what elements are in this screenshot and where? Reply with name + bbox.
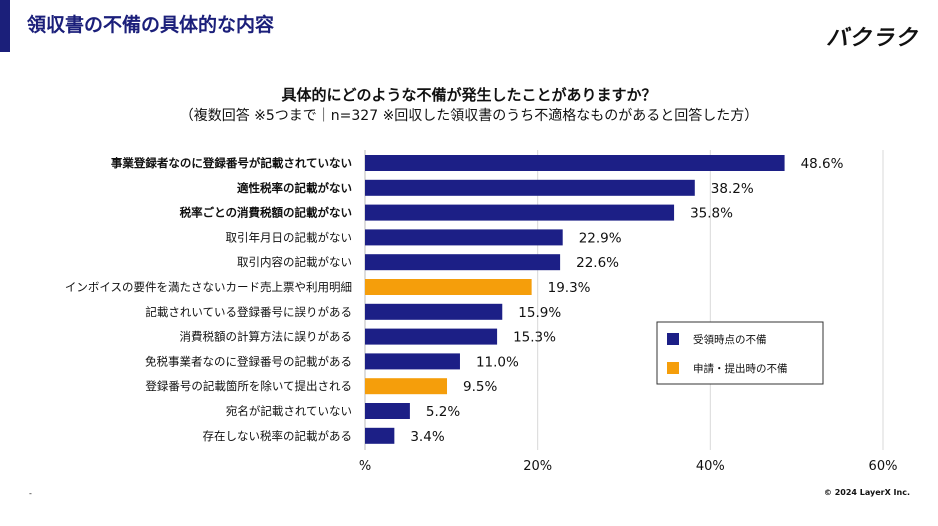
legend-swatch: [667, 362, 679, 374]
chart-condition: （複数回答 ※5つまで｜n=327 ※回収した領収書のうち不適格なものがあると回…: [179, 108, 759, 124]
category-label: 免税事業者なのに登録番号の記載がある: [145, 354, 352, 368]
bar: [365, 328, 498, 345]
bar: [365, 303, 503, 320]
x-tick-label: %: [359, 459, 371, 474]
category-label: 税率ごとの消費税額の記載がない: [180, 206, 352, 220]
value-label: 22.6%: [576, 255, 619, 271]
category-label: 登録番号の記載箇所を除いて提出される: [145, 379, 352, 393]
brand-logo: バクラク: [826, 26, 919, 51]
bar: [365, 403, 410, 419]
category-label: 記載されいている登録番号に誤りがある: [145, 305, 352, 319]
bar: [365, 427, 395, 444]
bar: [365, 378, 448, 395]
x-tick-label: 20%: [523, 459, 552, 474]
value-label: 22.9%: [579, 230, 622, 246]
value-label: 15.9%: [518, 305, 561, 321]
bar: [365, 179, 695, 196]
legend-box: [656, 321, 824, 385]
footer-dash: -: [29, 489, 32, 498]
legend-swatch: [667, 333, 679, 345]
bar: [365, 279, 532, 295]
category-label: 宛名が記載されていない: [226, 404, 352, 418]
header-accent-bar: [0, 0, 10, 52]
value-label: 3.4%: [410, 429, 444, 445]
legend-label: 申請・提出時の不備: [693, 362, 788, 375]
bar: [365, 353, 460, 370]
value-label: 48.6%: [801, 156, 844, 172]
x-tick-label: 60%: [869, 459, 898, 474]
category-label: 事業登録者なのに登録番号が記載されていない: [111, 156, 352, 170]
value-label: 5.2%: [426, 404, 460, 420]
bar: [365, 229, 563, 246]
value-label: 9.5%: [463, 379, 497, 395]
category-label: インボイスの要件を満たさないカード売上票や利用明細: [65, 280, 352, 294]
chart-question: 具体的にどのような不備が発生したことがありますか？: [281, 86, 657, 104]
value-label: 35.8%: [690, 206, 733, 222]
page-title: 領収書の不備の具体的な内容: [27, 14, 275, 36]
copyright-text: © 2024 LayerX Inc.: [823, 488, 910, 497]
category-label: 消費税額の計算方法に誤りがある: [180, 330, 353, 344]
category-label: 適性税率の記載がない: [237, 181, 352, 195]
category-label: 取引年月日の記載がない: [226, 230, 353, 244]
bar: [365, 204, 675, 221]
value-label: 19.3%: [548, 280, 591, 296]
value-label: 15.3%: [513, 330, 556, 346]
value-label: 38.2%: [711, 181, 754, 197]
category-label: 取引内容の記載がない: [237, 255, 352, 269]
bar: [365, 155, 785, 171]
bar: [365, 254, 561, 271]
x-tick-label: 40%: [696, 459, 725, 474]
category-label: 存在しない税率の記載がある: [203, 429, 353, 443]
value-label: 11.0%: [476, 354, 519, 370]
legend-label: 受領時点の不備: [693, 333, 767, 346]
